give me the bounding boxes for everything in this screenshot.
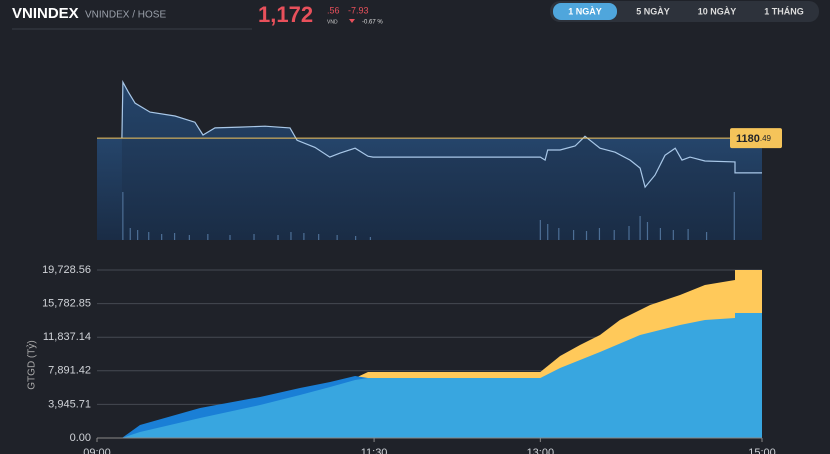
change: -7.93 [348, 5, 369, 15]
range-label[interactable]: 1 THÁNG [764, 6, 804, 16]
y-tick-label: 0.00 [70, 432, 91, 444]
price-decimal: .56 [327, 5, 340, 15]
y-tick-label: 7,891.42 [48, 365, 91, 377]
volume-bar [613, 230, 615, 240]
volume-bar [336, 235, 338, 240]
reference-int: 1180 [736, 133, 760, 145]
price-area [121, 82, 762, 240]
volume-bar [161, 234, 163, 240]
volume-bar [277, 235, 279, 240]
volume-bar [369, 237, 371, 240]
volume-bar [148, 232, 150, 240]
change-pct: -0.67 % [362, 20, 383, 26]
volume-bar [539, 220, 541, 240]
volume-bar [598, 228, 601, 240]
volume-bar [705, 232, 708, 240]
x-tick-label: 11:30 [361, 447, 388, 454]
area [121, 313, 762, 438]
currency: VND [327, 19, 338, 25]
volume-bar [122, 192, 124, 240]
volume-bar [733, 192, 735, 240]
volume-bar [207, 234, 209, 240]
range-label[interactable]: 1 NGÀY [568, 6, 602, 16]
reference-tag [730, 128, 782, 149]
y-axis-label: GTGD (Tỷ) [26, 340, 38, 389]
volume-bar [639, 216, 641, 240]
volume-bar [303, 233, 305, 240]
volume-bar [253, 234, 255, 240]
down-arrow [349, 19, 355, 23]
volume-bar [129, 228, 131, 240]
range-label[interactable]: 10 NGÀY [698, 6, 737, 16]
x-tick-label: 15:00 [748, 447, 776, 454]
volume-bar [672, 230, 674, 240]
y-tick-label: 15,782.85 [42, 298, 91, 310]
range-button[interactable] [553, 3, 617, 20]
title: VNINDEX [12, 5, 79, 22]
volume-bar [585, 231, 588, 240]
volume-bar [188, 235, 190, 240]
x-tick-label: 09:00 [83, 447, 111, 454]
y-tick-label: 19,728.56 [42, 264, 91, 276]
volume-bar [687, 229, 689, 240]
volume-bar [547, 224, 549, 240]
volume-bar [355, 236, 357, 240]
range-bar [550, 1, 819, 22]
y-tick-label: 3,945.71 [48, 398, 91, 410]
volume-bar [628, 226, 630, 240]
volume-bar [572, 230, 575, 240]
range-label[interactable]: 5 NGÀY [636, 6, 670, 16]
x-tick-label: 13:00 [527, 447, 555, 454]
volume-bar [558, 228, 560, 240]
y-tick-label: 11,837.14 [43, 331, 91, 343]
reference-decimal: .49 [760, 134, 772, 143]
price: 1,172 [258, 2, 313, 27]
volume-bar [229, 235, 231, 240]
subtitle: VNINDEX / HOSE [85, 10, 166, 21]
volume-bar [646, 222, 649, 240]
volume-bar [659, 228, 662, 240]
volume-bar [173, 233, 176, 240]
volume-bar [318, 234, 320, 240]
reference-label: 1180.49 [736, 133, 772, 145]
volume-bar [290, 232, 292, 240]
price-line [121, 79, 762, 189]
volume-bar [137, 230, 139, 240]
